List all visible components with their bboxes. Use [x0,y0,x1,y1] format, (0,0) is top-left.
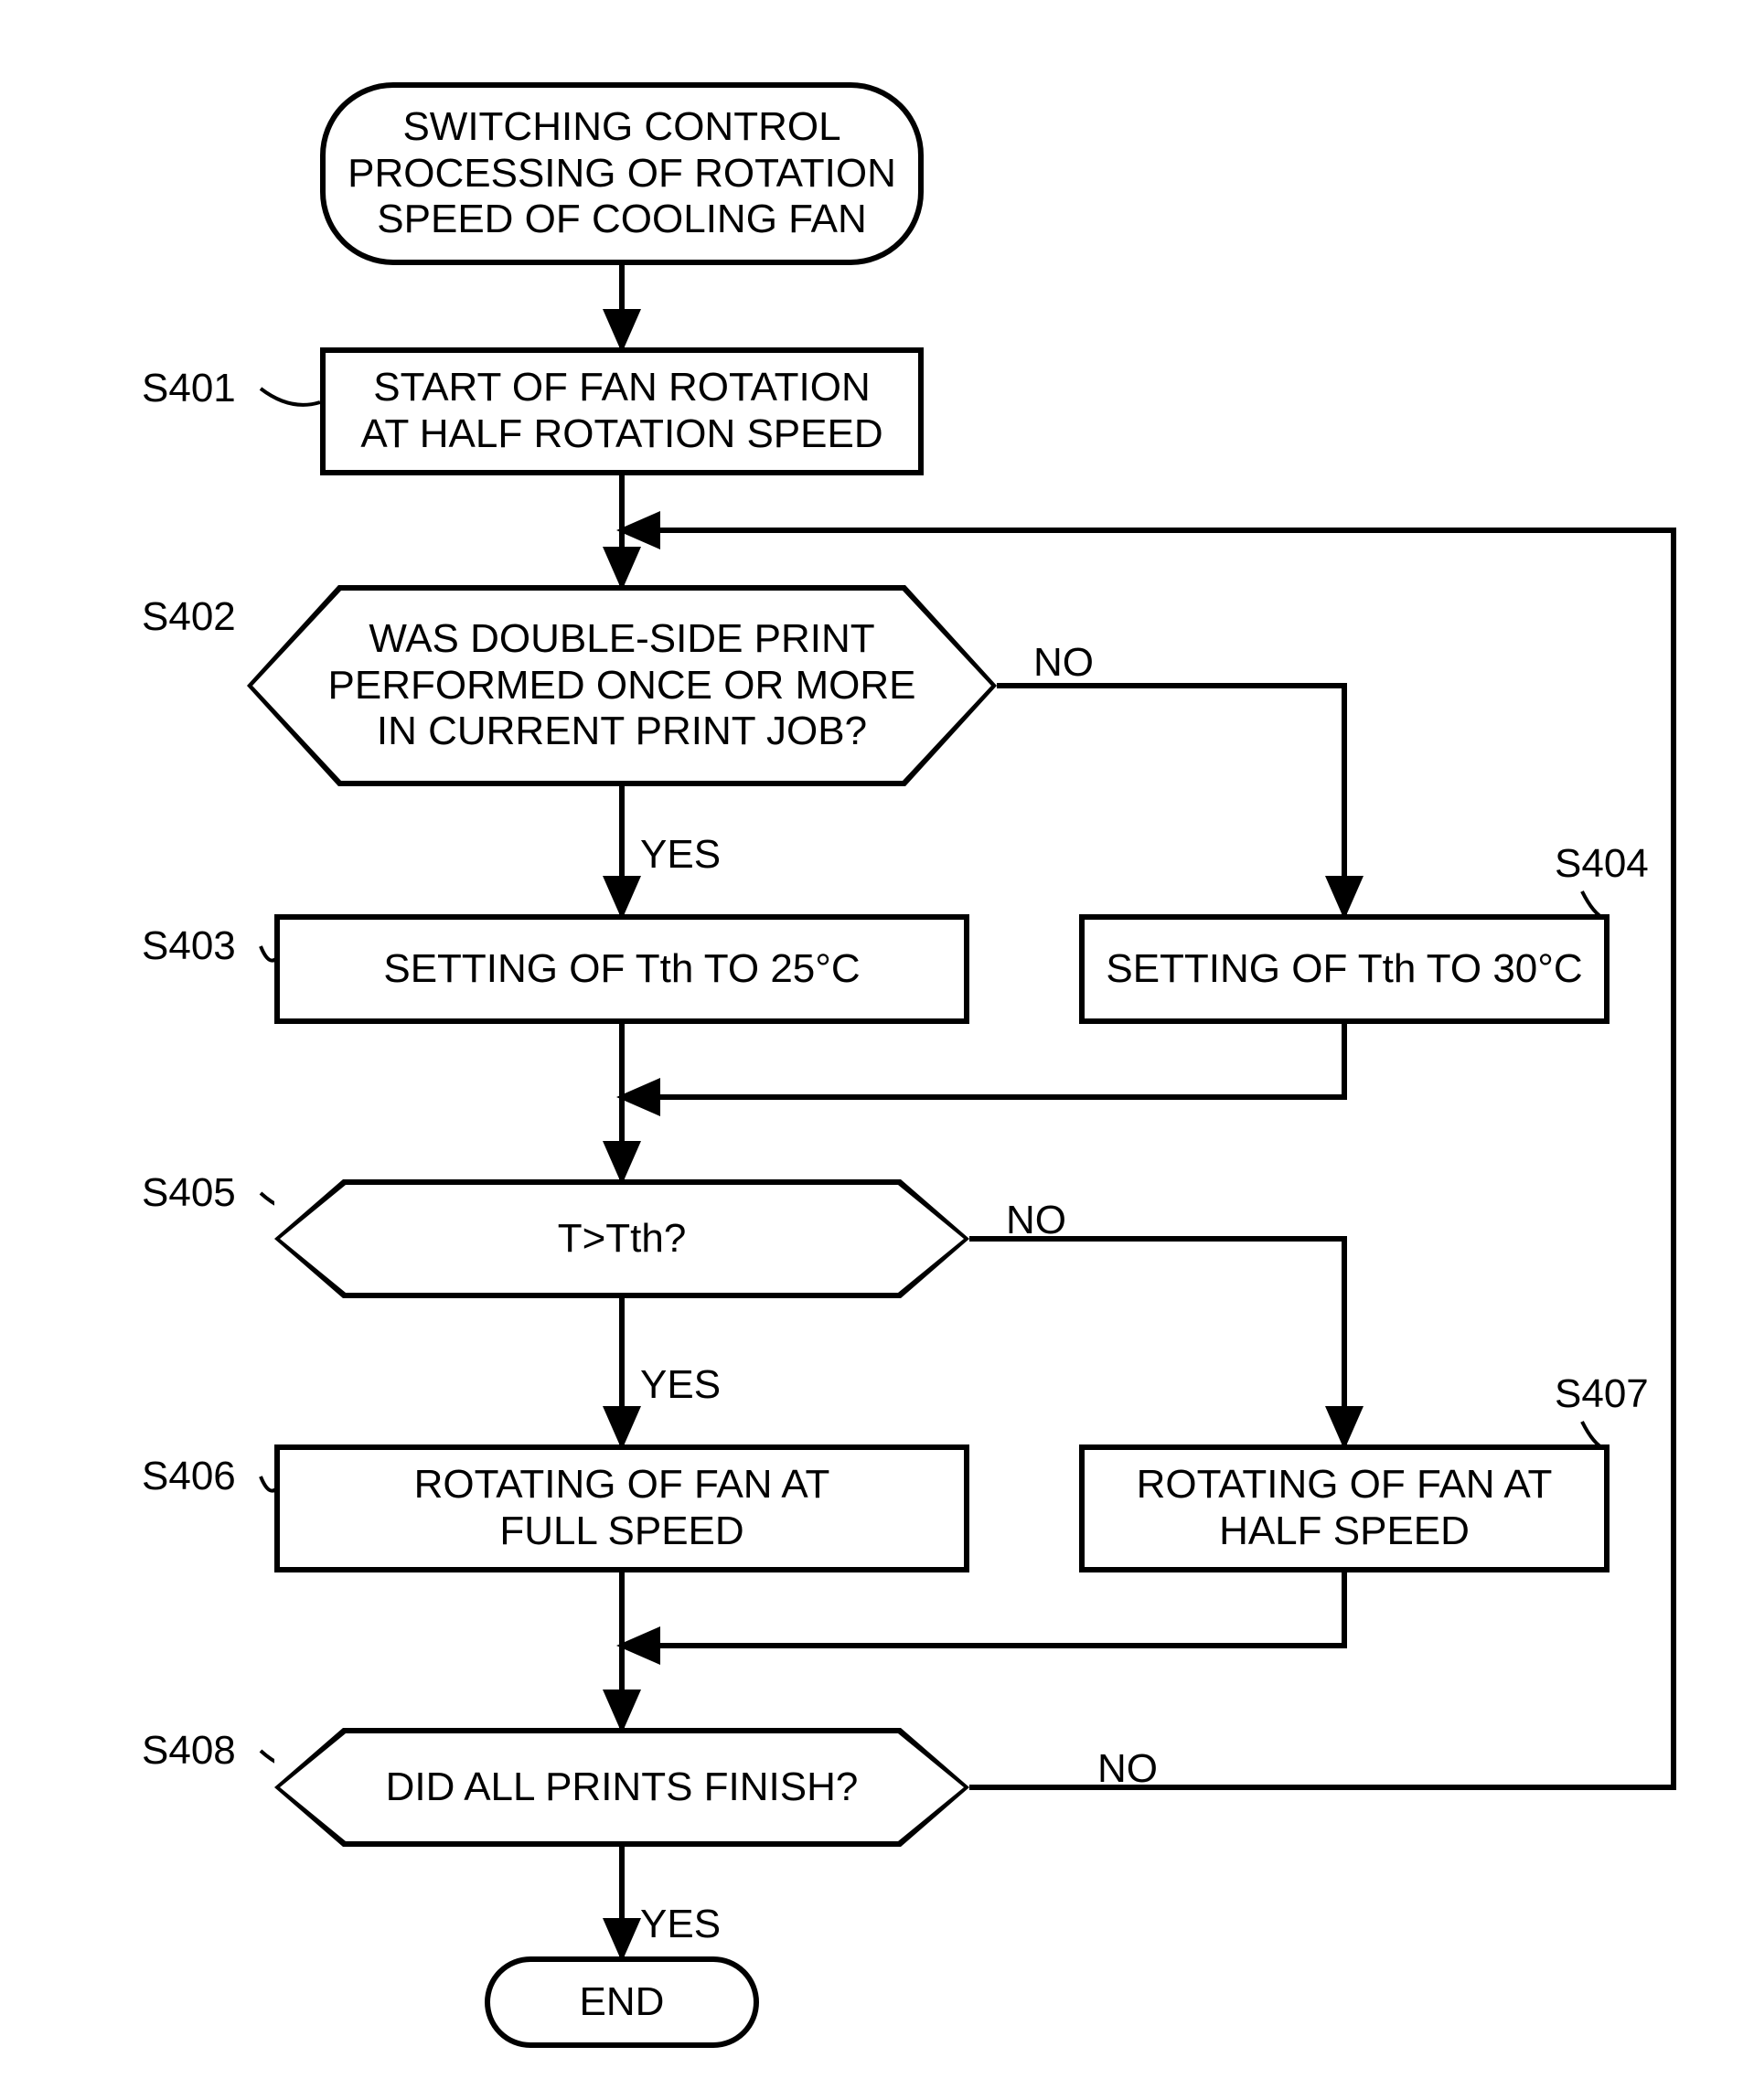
branch-label: YES [640,832,721,878]
s405-text: T>Tth? [558,1216,687,1263]
step-label-s401: S401 [142,366,236,411]
start-text: SWITCHING CONTROLPROCESSING OF ROTATIONS… [348,104,896,243]
s408-text: DID ALL PRINTS FINISH? [386,1764,859,1811]
process-s404: SETTING OF Tth TO 30°C [1079,914,1610,1024]
s401-text: START OF FAN ROTATIONAT HALF ROTATION SP… [360,365,882,457]
step-label-s404: S404 [1555,841,1649,887]
s406-text: ROTATING OF FAN ATFULL SPEED [414,1462,830,1554]
s402-text: WAS DOUBLE-SIDE PRINTPERFORMED ONCE OR M… [328,616,916,755]
flowchart-canvas: SWITCHING CONTROLPROCESSING OF ROTATIONS… [0,0,1754,2100]
step-label-s407: S407 [1555,1371,1649,1417]
process-s407: ROTATING OF FAN ATHALF SPEED [1079,1444,1610,1572]
start-terminator: SWITCHING CONTROLPROCESSING OF ROTATIONS… [320,82,924,265]
step-label-s403: S403 [142,923,236,969]
step-label-s408: S408 [142,1728,236,1774]
end-text: END [580,1979,665,2026]
branch-label: NO [1006,1198,1066,1243]
decision-s405: T>Tth? [274,1179,969,1298]
s404-text: SETTING OF Tth TO 30°C [1106,946,1582,993]
process-s401: START OF FAN ROTATIONAT HALF ROTATION SP… [320,347,924,475]
decision-s402: WAS DOUBLE-SIDE PRINTPERFORMED ONCE OR M… [247,585,997,786]
process-s403: SETTING OF Tth TO 25°C [274,914,969,1024]
branch-label: YES [640,1362,721,1408]
step-label-s406: S406 [142,1454,236,1499]
branch-label: NO [1097,1746,1158,1792]
step-label-s402: S402 [142,594,236,640]
branch-label: NO [1033,640,1094,686]
process-s406: ROTATING OF FAN ATFULL SPEED [274,1444,969,1572]
branch-label: YES [640,1902,721,1947]
s403-text: SETTING OF Tth TO 25°C [383,946,860,993]
step-label-s405: S405 [142,1170,236,1216]
end-terminator: END [485,1956,759,2048]
decision-s408: DID ALL PRINTS FINISH? [274,1728,969,1847]
s407-text: ROTATING OF FAN ATHALF SPEED [1137,1462,1553,1554]
